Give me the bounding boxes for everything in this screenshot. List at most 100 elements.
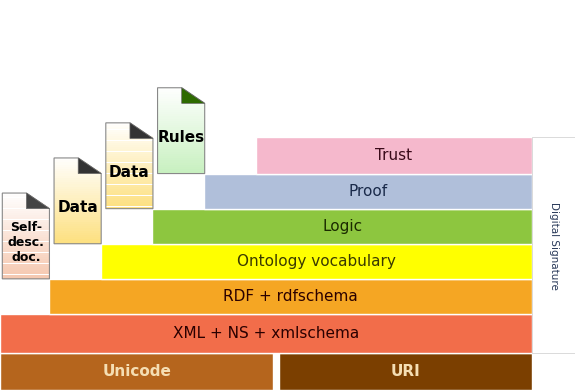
Polygon shape bbox=[106, 184, 153, 187]
Polygon shape bbox=[2, 200, 40, 202]
Polygon shape bbox=[106, 129, 143, 132]
Text: XML + NS + xmlschema: XML + NS + xmlschema bbox=[173, 326, 359, 341]
Polygon shape bbox=[54, 226, 101, 229]
Polygon shape bbox=[2, 197, 36, 200]
Polygon shape bbox=[106, 160, 153, 163]
Polygon shape bbox=[106, 178, 153, 180]
Polygon shape bbox=[0, 353, 273, 390]
Polygon shape bbox=[54, 195, 101, 198]
Polygon shape bbox=[106, 149, 153, 151]
Polygon shape bbox=[106, 147, 153, 149]
Polygon shape bbox=[106, 187, 153, 189]
Text: Digital Signature: Digital Signature bbox=[549, 202, 559, 290]
Polygon shape bbox=[158, 165, 205, 167]
Polygon shape bbox=[54, 241, 101, 244]
Polygon shape bbox=[54, 180, 101, 182]
Polygon shape bbox=[106, 204, 153, 206]
Polygon shape bbox=[158, 116, 205, 119]
Polygon shape bbox=[106, 171, 153, 174]
Polygon shape bbox=[158, 99, 201, 101]
Polygon shape bbox=[158, 143, 205, 145]
Polygon shape bbox=[106, 132, 146, 134]
Text: Self-
desc.
doc.: Self- desc. doc. bbox=[7, 221, 44, 264]
Polygon shape bbox=[54, 198, 101, 200]
Polygon shape bbox=[2, 209, 49, 211]
Polygon shape bbox=[158, 158, 205, 160]
Polygon shape bbox=[158, 160, 205, 163]
Polygon shape bbox=[106, 180, 153, 182]
Polygon shape bbox=[106, 182, 153, 184]
Polygon shape bbox=[106, 156, 153, 158]
Polygon shape bbox=[2, 220, 49, 222]
Polygon shape bbox=[532, 136, 575, 353]
Polygon shape bbox=[2, 206, 49, 208]
Polygon shape bbox=[158, 119, 205, 121]
Polygon shape bbox=[54, 230, 101, 233]
Text: Ontology vocabulary: Ontology vocabulary bbox=[237, 254, 396, 269]
Polygon shape bbox=[2, 230, 49, 233]
Polygon shape bbox=[106, 154, 153, 156]
Polygon shape bbox=[2, 244, 49, 246]
Polygon shape bbox=[158, 90, 188, 92]
Polygon shape bbox=[158, 114, 205, 116]
Text: Trust: Trust bbox=[375, 147, 412, 163]
Polygon shape bbox=[158, 123, 205, 125]
Polygon shape bbox=[2, 224, 49, 226]
Polygon shape bbox=[279, 353, 532, 390]
Polygon shape bbox=[106, 174, 153, 176]
Polygon shape bbox=[2, 246, 49, 248]
Polygon shape bbox=[2, 222, 49, 224]
Polygon shape bbox=[158, 105, 205, 108]
Polygon shape bbox=[54, 169, 98, 171]
Text: Rules: Rules bbox=[158, 130, 205, 145]
Polygon shape bbox=[158, 103, 205, 105]
Polygon shape bbox=[54, 167, 94, 169]
Polygon shape bbox=[158, 101, 204, 103]
Polygon shape bbox=[158, 149, 205, 152]
Polygon shape bbox=[158, 138, 205, 140]
Polygon shape bbox=[54, 206, 101, 209]
Polygon shape bbox=[2, 202, 43, 204]
Polygon shape bbox=[2, 248, 49, 250]
Polygon shape bbox=[54, 165, 91, 167]
Polygon shape bbox=[106, 163, 153, 165]
Polygon shape bbox=[106, 189, 153, 191]
Polygon shape bbox=[2, 204, 46, 206]
Polygon shape bbox=[106, 145, 153, 147]
Polygon shape bbox=[54, 220, 101, 222]
Polygon shape bbox=[2, 257, 49, 259]
Polygon shape bbox=[158, 128, 205, 129]
Polygon shape bbox=[106, 167, 153, 169]
Polygon shape bbox=[26, 193, 49, 209]
Polygon shape bbox=[158, 145, 205, 147]
Polygon shape bbox=[54, 162, 88, 165]
Polygon shape bbox=[2, 264, 49, 266]
Polygon shape bbox=[106, 138, 153, 140]
Polygon shape bbox=[2, 261, 49, 264]
Polygon shape bbox=[158, 154, 205, 156]
Polygon shape bbox=[2, 211, 49, 213]
Polygon shape bbox=[158, 152, 205, 154]
Polygon shape bbox=[54, 158, 82, 160]
Polygon shape bbox=[54, 222, 101, 224]
Polygon shape bbox=[152, 209, 532, 244]
Polygon shape bbox=[106, 165, 153, 167]
Polygon shape bbox=[2, 275, 49, 277]
Polygon shape bbox=[158, 121, 205, 123]
Polygon shape bbox=[256, 136, 532, 174]
Polygon shape bbox=[2, 235, 49, 237]
Polygon shape bbox=[2, 226, 49, 228]
Text: Unicode: Unicode bbox=[102, 364, 171, 379]
Polygon shape bbox=[2, 268, 49, 270]
Polygon shape bbox=[2, 270, 49, 272]
Polygon shape bbox=[2, 239, 49, 241]
Polygon shape bbox=[54, 229, 101, 230]
Polygon shape bbox=[158, 86, 182, 88]
Polygon shape bbox=[158, 108, 205, 110]
Polygon shape bbox=[54, 193, 101, 195]
Polygon shape bbox=[106, 176, 153, 178]
Polygon shape bbox=[106, 200, 153, 202]
Polygon shape bbox=[2, 266, 49, 268]
Polygon shape bbox=[2, 277, 49, 279]
Polygon shape bbox=[2, 252, 49, 255]
